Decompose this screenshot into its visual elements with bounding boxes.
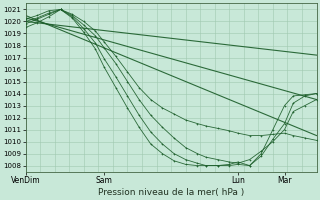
X-axis label: Pression niveau de la mer( hPa ): Pression niveau de la mer( hPa ) [98, 188, 244, 197]
